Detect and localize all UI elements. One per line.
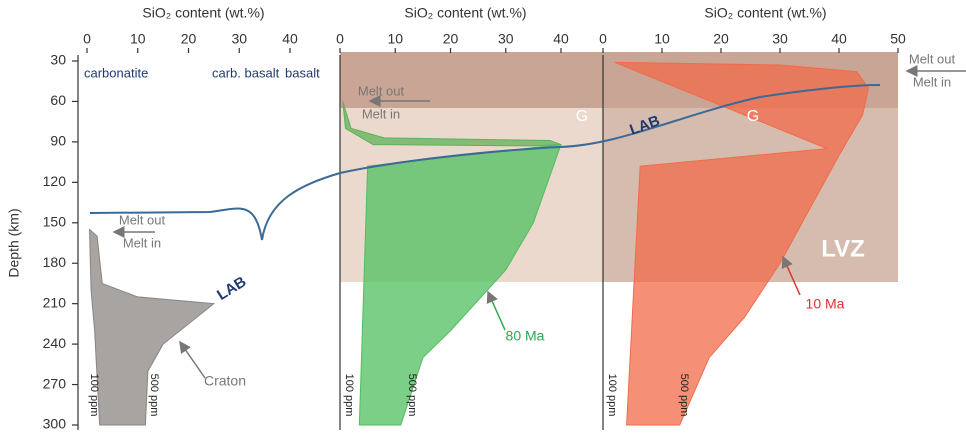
annotation: Melt out — [119, 212, 166, 227]
y-tick-label: 120 — [43, 173, 67, 189]
y-tick-label: 30 — [50, 52, 66, 68]
x-tick-label: 0 — [599, 31, 607, 47]
x-tick-label: 50 — [890, 31, 906, 47]
annotation: LAB — [214, 273, 249, 304]
annotation: carb. basalt — [212, 65, 280, 80]
x-tick-label: 30 — [231, 31, 247, 47]
marks — [89, 61, 870, 426]
x-tick-label: 40 — [282, 31, 298, 47]
annotation: 500 ppm — [678, 374, 690, 417]
annotation: Melt out — [358, 83, 405, 98]
x-tick-label: 10 — [654, 31, 670, 47]
y-tick-label: 60 — [50, 92, 66, 108]
annotation: 500 ppm — [148, 374, 160, 417]
y-tick-label: 210 — [43, 294, 67, 310]
x-tick-label: 10 — [387, 31, 403, 47]
area — [89, 228, 216, 426]
y-tick-label: 270 — [43, 375, 67, 391]
annotation: 10 Ma — [806, 296, 845, 312]
x-axis-label: SiO₂ content (wt.%) — [404, 5, 526, 21]
x-tick-label: 30 — [498, 31, 514, 47]
y-axis-label: Depth (km) — [6, 208, 22, 277]
annotation: 100 ppm — [343, 374, 355, 417]
annotation: Melt in — [123, 235, 161, 250]
y-tick-label: 240 — [43, 335, 67, 351]
y-tick-label: 300 — [43, 416, 67, 432]
x-tick-label: 20 — [181, 31, 197, 47]
x-tick-label: 10 — [130, 31, 146, 47]
annotation: 500 ppm — [406, 374, 418, 417]
x-axis-label: SiO₂ content (wt.%) — [142, 5, 264, 21]
annotation: 100 ppm — [606, 374, 618, 417]
arrows — [112, 65, 966, 379]
area — [358, 143, 562, 426]
annotation: LVZ — [821, 235, 865, 262]
annotation: Melt in — [362, 106, 400, 121]
x-tick-label: 0 — [336, 31, 344, 47]
x-tick-label: 30 — [772, 31, 788, 47]
y-tick-label: 90 — [50, 133, 66, 149]
annotation: Melt out — [909, 51, 956, 66]
annotation: G — [576, 108, 588, 125]
y-tick-label: 150 — [43, 213, 67, 229]
x-tick-label: 40 — [553, 31, 569, 47]
annotation: carbonatite — [84, 65, 148, 80]
x-tick-label: 40 — [831, 31, 847, 47]
annotation: Craton — [204, 373, 246, 389]
lab-curve — [89, 84, 881, 241]
annotation: Melt in — [913, 74, 951, 89]
annotation: 80 Ma — [506, 328, 545, 344]
x-tick-label: 0 — [83, 31, 91, 47]
x-axis-label: SiO₂ content (wt.%) — [704, 5, 826, 21]
y-tick-label: 180 — [43, 254, 67, 270]
x-tick-label: 20 — [443, 31, 459, 47]
x-tick-label: 20 — [713, 31, 729, 47]
area — [614, 61, 870, 426]
annotation: 100 ppm — [88, 374, 100, 417]
annotation: basalt — [285, 65, 320, 80]
annotation: G — [747, 108, 759, 125]
